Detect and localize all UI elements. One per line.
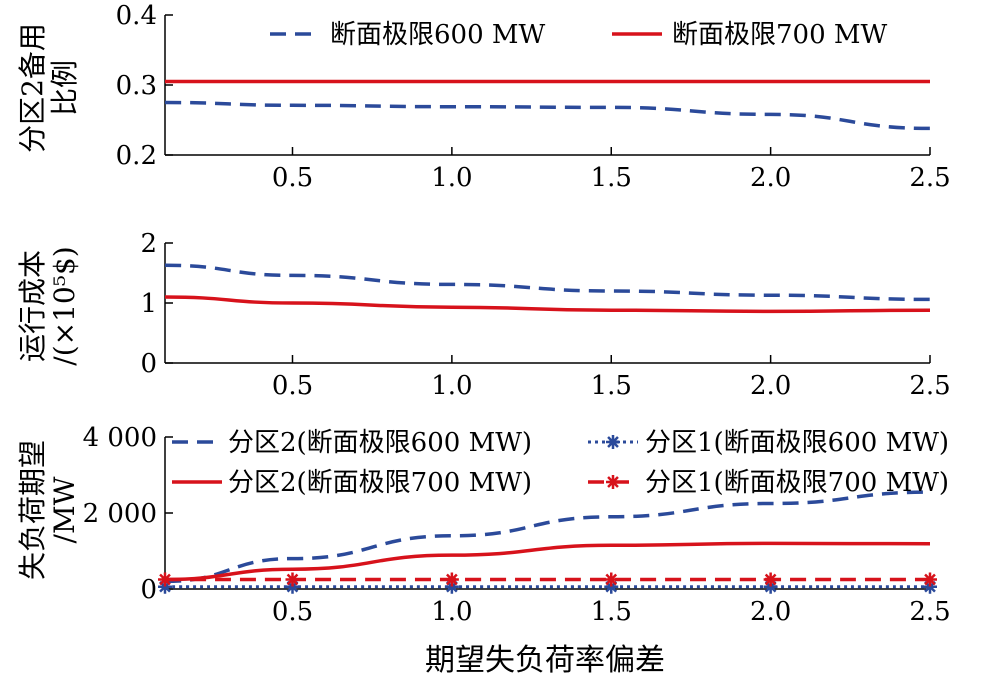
legend-label-z2-700: 分区2(断面极限700 MW) xyxy=(228,468,532,498)
legend-star-icon xyxy=(606,475,620,489)
series-marker-3 xyxy=(923,572,937,587)
panel-1-axes: 0.2 0.3 0.4 0.5 1.0 1.5 2.0 2.5 xyxy=(116,1,951,193)
series-marker-1 xyxy=(285,579,300,594)
x-tick-label: 2.5 xyxy=(909,163,950,193)
x-tick-label: 2.5 xyxy=(909,597,950,627)
y-tick-label: 0 xyxy=(140,349,157,379)
panel-3: 失负荷期望 /MW 0 2 000 4 000 0.5 1.0 1.5 2.0 2.5 分区2… xyxy=(16,423,951,678)
panel-2-ylabel-line1: 运行成本 xyxy=(16,250,49,362)
x-tick-label: 1.0 xyxy=(431,371,472,401)
x-tick-label: 2.0 xyxy=(750,163,791,193)
panel-1-legend: 断面极限600 MW 断面极限700 MW xyxy=(270,20,888,50)
panel-2: 运行成本 /(×10⁵$) 0 1 2 0.5 1.0 1.5 2.0 2.5 xyxy=(16,229,951,401)
panel-3-ylabel-line2: /MW xyxy=(48,476,81,543)
panel-3-ylabel-line1: 失负荷期望 xyxy=(16,440,49,580)
y-tick-label: 2 xyxy=(140,229,157,259)
series-marker-1 xyxy=(763,579,778,594)
y-tick-label: 0.3 xyxy=(116,71,157,101)
x-tick-label: 1.5 xyxy=(591,163,632,193)
series-marker-1 xyxy=(444,579,459,594)
series-marker-3 xyxy=(285,572,300,587)
series-marker-1 xyxy=(923,579,937,594)
series-line-2 xyxy=(164,541,931,582)
y-tick-label: 0.4 xyxy=(116,1,157,31)
panel-1: 分区2备用 比例 0.2 0.3 0.4 0.5 1.0 1.5 2.0 2.5 断面极限60… xyxy=(16,1,951,193)
legend-label-z2-600: 分区2(断面极限600 MW) xyxy=(228,428,532,458)
series-marker-1 xyxy=(158,579,172,594)
panel-1-ylabel-line2: 比例 xyxy=(48,60,81,116)
panel-2-axes: 0 1 2 0.5 1.0 1.5 2.0 2.5 xyxy=(140,229,950,401)
panel-1-series xyxy=(164,79,931,131)
x-tick-label: 0.5 xyxy=(272,597,313,627)
panel-3-legend: 分区2(断面极限600 MW) 分区1(断面极限600 MW) 分区2(断面极限… xyxy=(172,428,949,498)
y-tick-label: 0 xyxy=(140,575,157,605)
panel-2-ylabel-line2: /(×10⁵$) xyxy=(48,246,81,365)
x-tick-label: 0.5 xyxy=(272,163,313,193)
x-tick-label: 2.0 xyxy=(750,597,791,627)
legend-marker-z1-700 xyxy=(606,475,620,489)
series-line-1 xyxy=(164,295,931,314)
y-tick-label: 1 xyxy=(140,289,157,319)
legend-label-z1-700: 分区1(断面极限700 MW) xyxy=(645,468,949,498)
series-marker-3 xyxy=(444,572,459,587)
legend-label-700: 断面极限700 MW xyxy=(672,20,888,50)
x-tick-label: 1.5 xyxy=(591,371,632,401)
series-marker-3 xyxy=(158,572,172,587)
y-tick-label: 0.2 xyxy=(116,141,157,171)
series-marker-3 xyxy=(763,572,778,587)
x-tick-label: 2.5 xyxy=(909,371,950,401)
y-tick-label: 4 000 xyxy=(83,423,157,453)
legend-label-z1-600: 分区1(断面极限600 MW) xyxy=(645,428,949,458)
x-tick-label: 1.0 xyxy=(431,163,472,193)
series-line-0 xyxy=(164,100,931,131)
legend-marker-z1-600 xyxy=(606,435,620,449)
series-line-0 xyxy=(164,263,931,302)
x-tick-label: 2.0 xyxy=(750,371,791,401)
y-tick-label: 2 000 xyxy=(83,499,157,529)
x-axis-label: 期望失负荷率偏差 xyxy=(425,643,665,678)
series-line-0 xyxy=(164,490,931,584)
series-marker-3 xyxy=(604,572,619,587)
x-tick-label: 1.0 xyxy=(431,597,472,627)
x-tick-label: 1.5 xyxy=(591,597,632,627)
x-tick-label: 0.5 xyxy=(272,371,313,401)
legend-star-icon xyxy=(606,435,620,449)
panel-2-series xyxy=(164,263,931,314)
legend-label-600: 断面极限600 MW xyxy=(330,20,546,50)
panel-3-series xyxy=(158,490,937,594)
series-marker-1 xyxy=(604,579,619,594)
panel-1-ylabel-line1: 分区2备用 xyxy=(16,23,49,153)
